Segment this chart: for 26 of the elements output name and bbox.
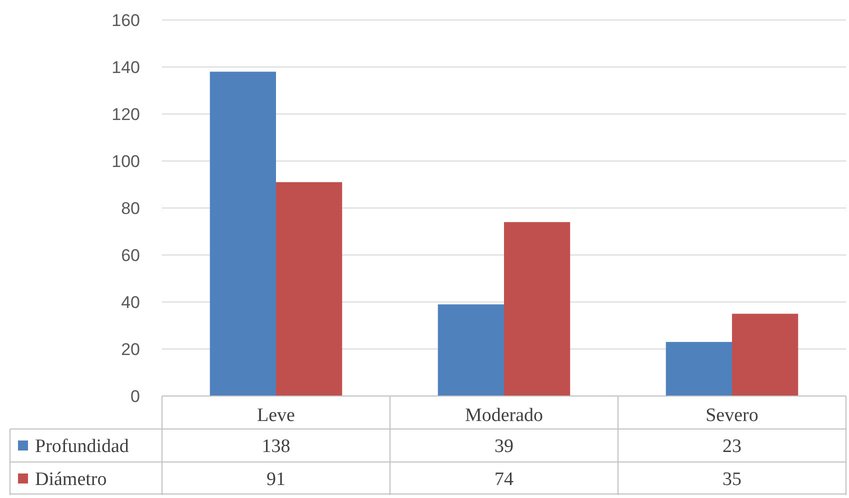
bar [666,342,732,396]
y-tick-label: 0 [130,386,140,406]
x-tick-label: Leve [257,405,295,426]
data-label: 91 [266,469,286,490]
y-tick-label: 100 [112,152,140,171]
bar [276,182,342,396]
data-label: 74 [494,469,514,490]
data-label: 138 [262,436,290,458]
x-tick-label: Moderado [464,405,544,426]
bar [210,72,276,396]
legend-label: Profundidad [35,436,130,458]
x-tick-label: Severo [706,405,758,426]
y-tick-label: 140 [112,58,140,77]
y-tick-label: 160 [112,10,140,30]
y-tick-label: 120 [112,104,140,124]
data-label: 35 [722,469,742,490]
data-label: 23 [722,436,742,458]
data-label: 39 [494,436,514,458]
legend-label: Diámetro [35,469,107,490]
bar [438,304,504,396]
y-tick-label: 20 [121,340,140,359]
y-tick-label: 80 [121,198,140,218]
y-tick-label: 40 [121,292,140,312]
bar [504,222,570,396]
y-tick-label: 60 [121,246,140,265]
bar [732,314,798,396]
